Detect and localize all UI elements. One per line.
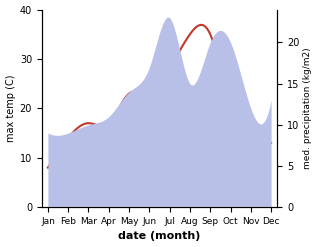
X-axis label: date (month): date (month) (118, 231, 201, 242)
Y-axis label: med. precipitation (kg/m2): med. precipitation (kg/m2) (303, 48, 313, 169)
Y-axis label: max temp (C): max temp (C) (5, 75, 16, 142)
